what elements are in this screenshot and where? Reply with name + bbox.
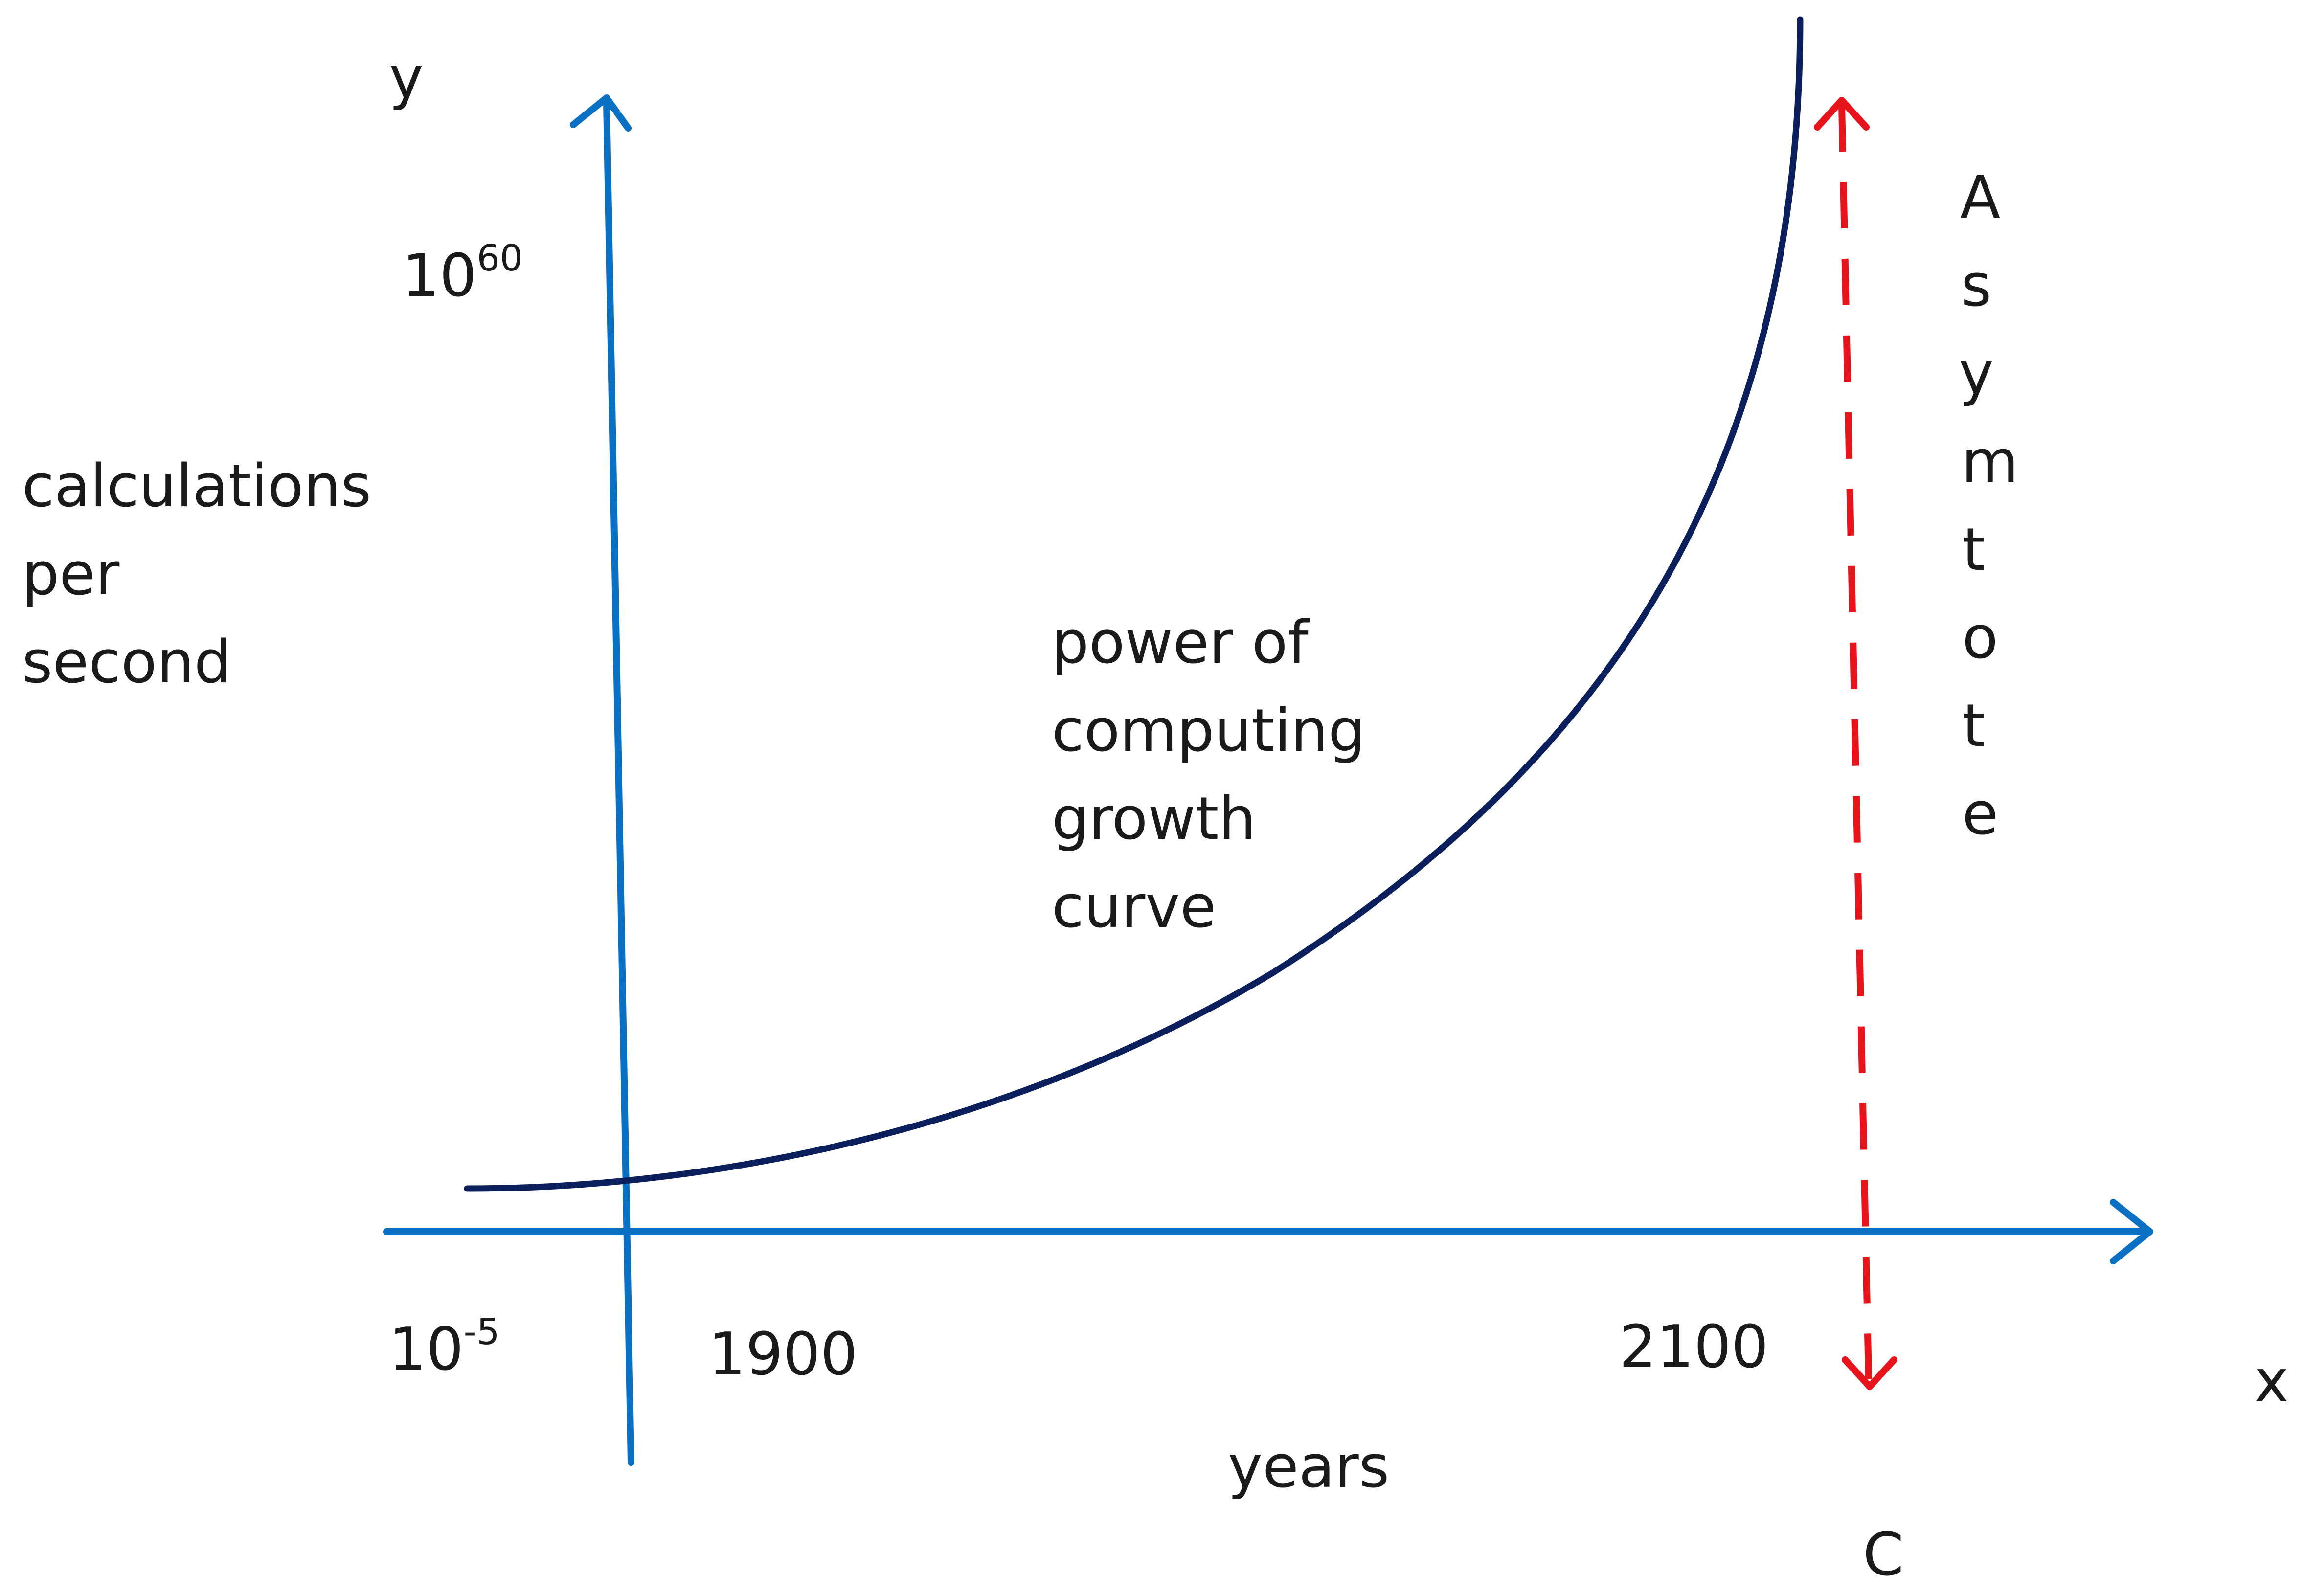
y-top-tick-base: 10 bbox=[402, 242, 477, 310]
asymptote-letter: y bbox=[1959, 340, 1993, 408]
curve-label-line: power of bbox=[1052, 609, 1310, 677]
asymptote-letter: t bbox=[1962, 692, 1985, 760]
x-tick-2100: 2100 bbox=[1619, 1313, 1768, 1381]
y-axis bbox=[570, 94, 634, 1466]
x-tick-1900: 1900 bbox=[708, 1321, 858, 1389]
y-axis-name: y bbox=[389, 44, 424, 112]
y-top-tick-exponent: 60 bbox=[477, 237, 523, 279]
x-axis-label: years bbox=[1228, 1433, 1389, 1501]
y-top-tick-label: 1060 bbox=[402, 237, 523, 310]
curve-label: power of computing growth curve bbox=[1052, 609, 1365, 941]
asymptote-letter: t bbox=[1962, 516, 1985, 584]
origin-tick-base: 10 bbox=[389, 1316, 464, 1384]
curve-label-line: growth bbox=[1052, 785, 1256, 853]
asymptote-letter: o bbox=[1962, 604, 1998, 672]
asymptote-label: A s y m t o t e bbox=[1959, 164, 2018, 848]
asymptote-letter: m bbox=[1962, 428, 2019, 496]
growth-curve bbox=[464, 16, 1804, 1192]
x-axis bbox=[383, 1199, 2153, 1264]
origin-tick-exponent: -5 bbox=[464, 1311, 500, 1353]
curve-label-line: computing bbox=[1052, 697, 1365, 765]
asymptote-letter: A bbox=[1960, 164, 2000, 232]
asymptote-letter: s bbox=[1961, 252, 1992, 320]
y-axis-label-line: calculations bbox=[22, 452, 371, 520]
asymptote-letter: e bbox=[1962, 780, 1998, 848]
origin-tick-label: 10-5 bbox=[389, 1311, 500, 1384]
curve-label-line: curve bbox=[1052, 873, 1216, 941]
y-axis-label-line: second bbox=[22, 629, 231, 697]
y-axis-label-line: per bbox=[22, 540, 120, 608]
asymptote-line bbox=[1814, 97, 1897, 1390]
x-axis-name: x bbox=[2254, 1348, 2289, 1416]
y-axis-label: calculations per second bbox=[22, 452, 371, 697]
asymptote-marker-c: C bbox=[1863, 1521, 1904, 1589]
